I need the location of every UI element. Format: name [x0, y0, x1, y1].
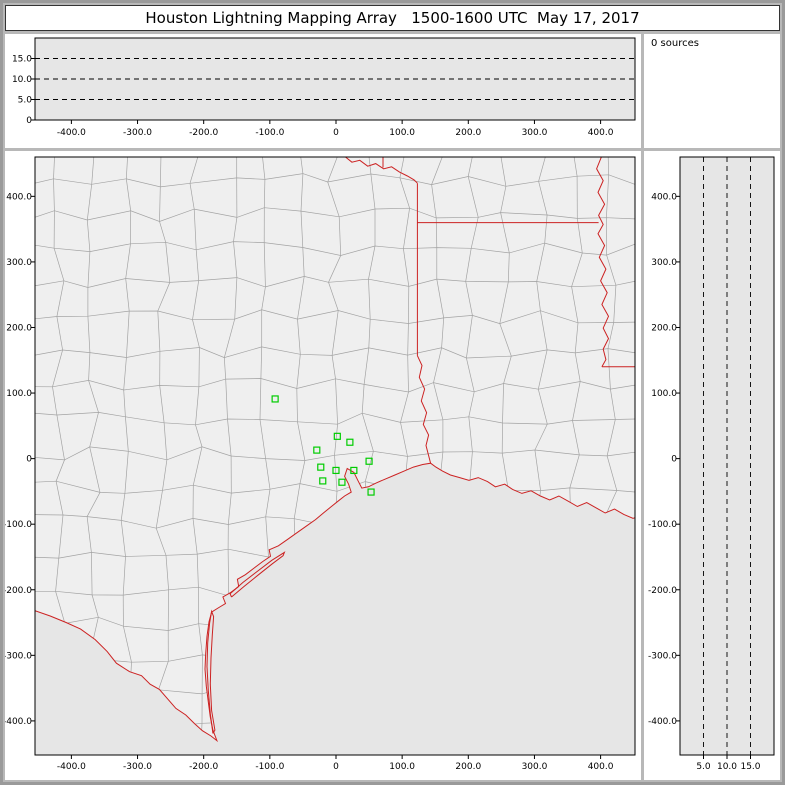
lma-station-marker — [338, 478, 346, 486]
axis-tick-label: 0 — [26, 116, 32, 126]
axis-tick-label: -400.0 — [57, 128, 86, 138]
coastline — [35, 462, 635, 743]
axis-tick-label: 300.0 — [651, 258, 677, 268]
altitude-histogram-panel: 0 sources — [644, 34, 780, 148]
axis-tick-label: 0 — [333, 762, 339, 772]
state-border-line — [416, 355, 432, 464]
axis-tick-label: 15.0 — [740, 762, 760, 772]
lma-station-marker — [332, 466, 340, 475]
axis-tick-label: 300.0 — [522, 762, 548, 772]
axis-tick-label: 100.0 — [651, 389, 677, 399]
axis-tick-label: -200.0 — [189, 128, 218, 138]
axis-tick-label: -100.0 — [255, 762, 284, 772]
lma-station-marker — [271, 395, 279, 403]
axis-tick-label: -200.0 — [189, 762, 218, 772]
axis-tick-label: 5.0 — [696, 762, 711, 772]
source-count-label: 0 sources — [651, 38, 699, 49]
plot-frame — [34, 156, 636, 756]
axis-tick-label: -400.0 — [57, 762, 86, 772]
axis-tick-label: -300.0 — [648, 651, 677, 661]
axis-tick-label: 0 — [671, 455, 677, 465]
axis-tick-label: 300.0 — [522, 128, 548, 138]
axis-tick-label: -100.0 — [255, 128, 284, 138]
alt-vs-ns-plot: 400.0 300.0 200.0 100.0 0 -100.0 -200.0 -300.0 -… — [648, 156, 775, 772]
page-title: Houston Lightning Mapping Array 1500-160… — [145, 9, 640, 27]
lma-station-marker — [319, 477, 327, 485]
axis-tick-label: -300.0 — [123, 128, 152, 138]
lma-station-marker — [367, 488, 375, 496]
lma-station-marker — [333, 432, 341, 440]
alt-vs-ew-plot: 0 5.0 10.0 15.0 -400.0 -300.0 -200.0 -100.0 0 100… — [12, 37, 636, 138]
axis-tick-label: -100.0 — [5, 520, 32, 530]
axis-tick-label: 15.0 — [12, 55, 32, 65]
barrier-island — [229, 551, 286, 598]
lma-station-marker — [365, 457, 373, 465]
axis-tick-label: 300.0 — [6, 258, 32, 268]
axis-tick-label: 400.0 — [6, 192, 32, 202]
axis-tick-label: 400.0 — [651, 192, 677, 202]
axis-tick-label: 0 — [333, 128, 339, 138]
axis-tick-label: 400.0 — [588, 128, 614, 138]
axis-tick-label: -200.0 — [5, 586, 32, 596]
axis-tick-label: 200.0 — [651, 323, 677, 333]
plan-view-map-plot: 400.0 300.0 200.0 100.0 0 -100.0 -200.0 -300.0 -… — [5, 156, 636, 772]
axis-tick-label: -100.0 — [648, 520, 677, 530]
lma-station-marker — [350, 466, 358, 475]
alt-vs-ew-panel: 0 5.0 10.0 15.0 -400.0 -300.0 -200.0 -100.0 0 100… — [5, 34, 641, 148]
axis-tick-label: 10.0 — [717, 762, 737, 772]
title-bar: Houston Lightning Mapping Array 1500-160… — [5, 5, 780, 31]
axis-tick-label: -400.0 — [648, 717, 677, 727]
axis-tick-label: -300.0 — [5, 651, 32, 661]
axis-tick-label: 200.0 — [6, 323, 32, 333]
lma-station-marker — [317, 463, 325, 471]
axis-tick-label: 0 — [26, 455, 32, 465]
axis-tick-label: 100.0 — [389, 128, 415, 138]
alt-vs-ns-panel: 400.0 300.0 200.0 100.0 0 -100.0 -200.0 -300.0 -… — [644, 151, 780, 780]
axis-tick-label: 200.0 — [455, 128, 481, 138]
axis-tick-label: 200.0 — [455, 762, 481, 772]
state-border-line — [344, 157, 418, 184]
lma-station-marker — [346, 438, 354, 446]
barrier-island — [206, 609, 216, 734]
state-border-line — [596, 157, 610, 368]
axis-tick-label: 100.0 — [6, 389, 32, 399]
axis-tick-label: -400.0 — [5, 717, 32, 727]
axis-tick-label: -200.0 — [648, 586, 677, 596]
axis-tick-label: 400.0 — [588, 762, 614, 772]
axis-tick-label: 10.0 — [12, 75, 32, 85]
lma-station-marker — [313, 446, 321, 454]
axis-tick-label: 5.0 — [18, 96, 33, 106]
lma-stations — [271, 395, 375, 496]
axis-tick-label: 100.0 — [389, 762, 415, 772]
state-boundaries — [35, 157, 635, 743]
axis-tick-label: -300.0 — [123, 762, 152, 772]
plan-view-map-panel: 400.0 300.0 200.0 100.0 0 -100.0 -200.0 -300.0 -… — [5, 151, 641, 780]
